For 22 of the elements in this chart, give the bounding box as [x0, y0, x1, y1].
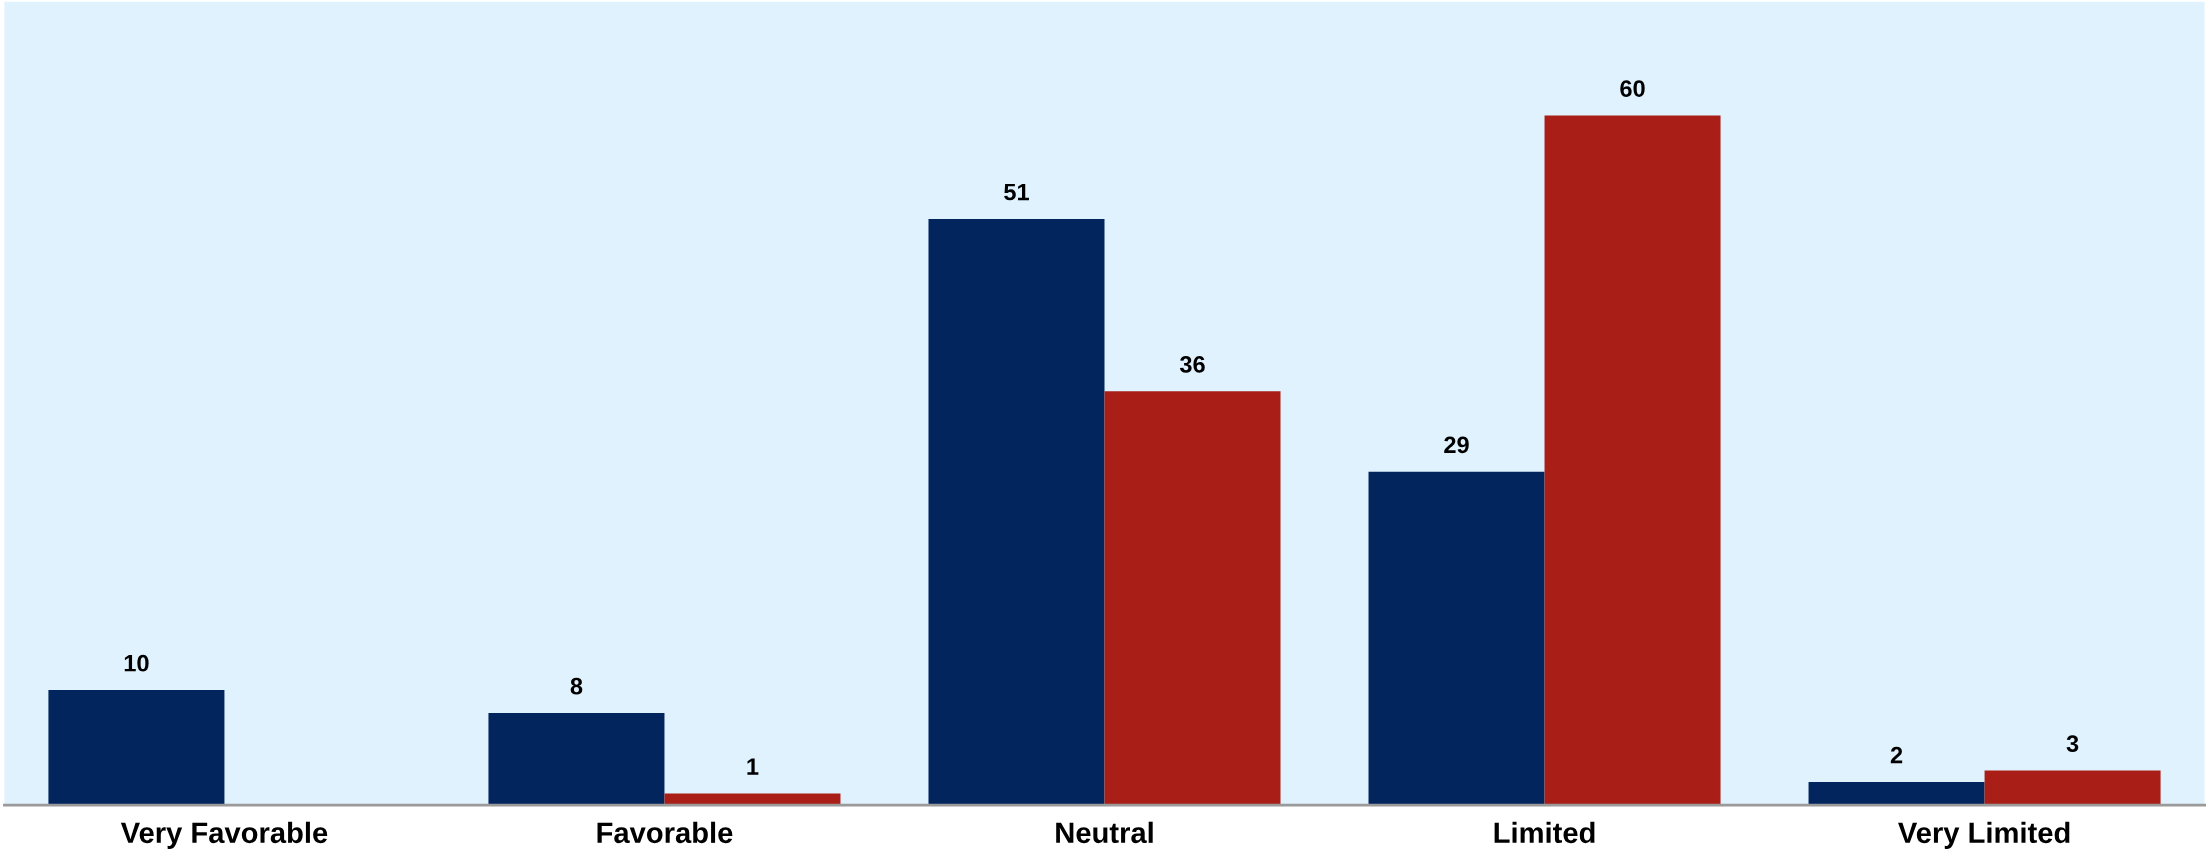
- data-label: 3: [2066, 735, 2079, 753]
- x-tick-label: Very Limited: [1898, 821, 2070, 849]
- bar: [928, 218, 1105, 806]
- data-label: 29: [1444, 436, 1469, 454]
- bar: [1984, 770, 2161, 806]
- bar: [48, 690, 225, 806]
- bar: [1104, 391, 1281, 806]
- x-tick-label: Very Favorable: [120, 821, 328, 849]
- data-label: 10: [124, 654, 149, 672]
- data-label: 60: [1620, 80, 1645, 97]
- bar: [1544, 115, 1721, 806]
- bar: [488, 713, 665, 806]
- data-label: 8: [570, 677, 583, 695]
- bar: [1368, 471, 1545, 806]
- bar: [1808, 782, 1985, 806]
- data-label: 36: [1179, 356, 1205, 373]
- x-tick-label: Limited: [1494, 821, 1595, 844]
- data-label: 2: [1890, 746, 1903, 764]
- x-tick-label: Neutral: [1056, 821, 1153, 844]
- x-tick-label: Favorable: [597, 821, 733, 844]
- data-label: 1: [747, 758, 759, 775]
- data-label: 51: [1004, 183, 1029, 201]
